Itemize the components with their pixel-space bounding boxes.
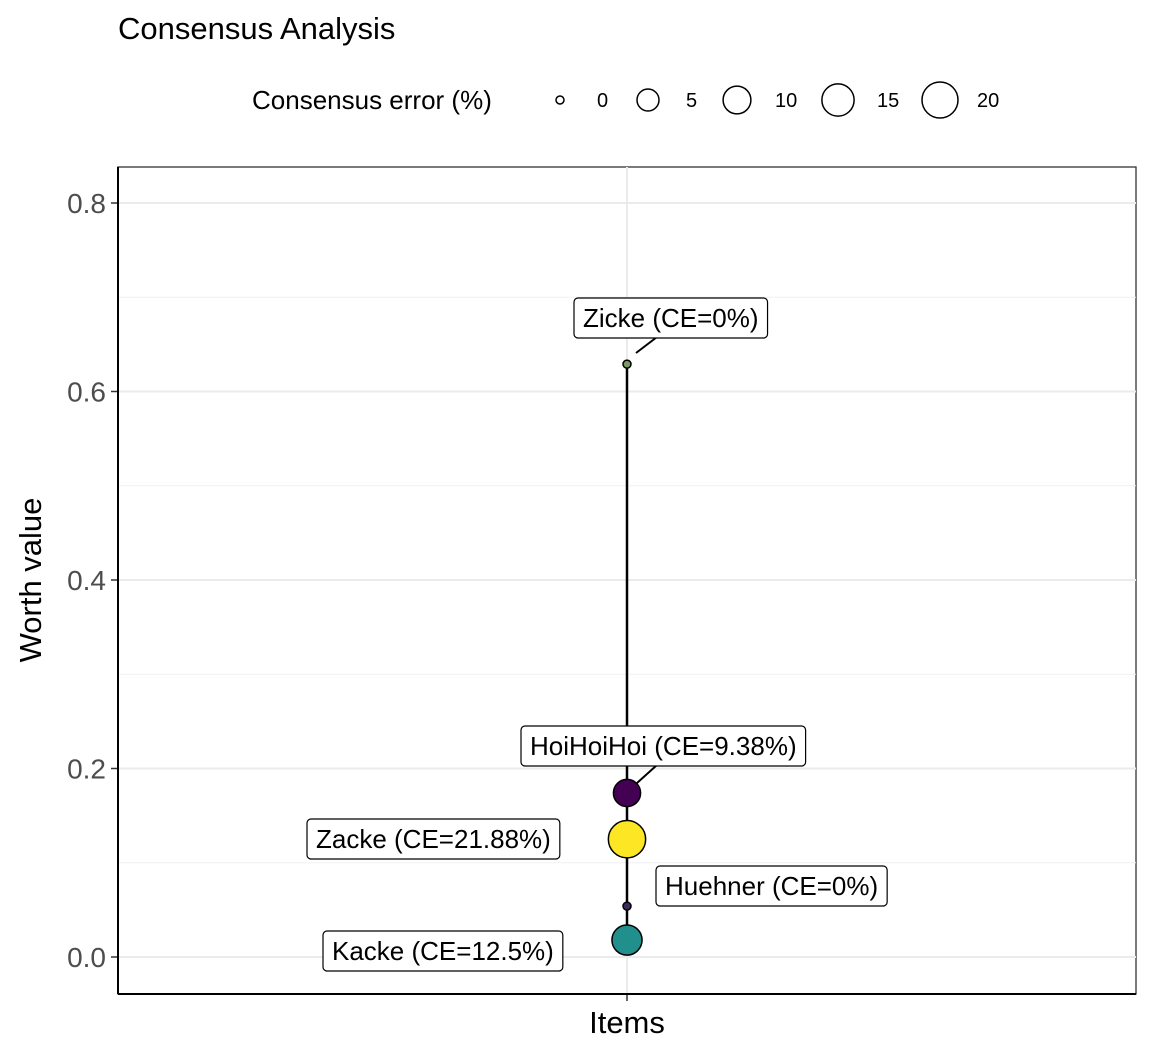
legend-label: 10 [775, 90, 797, 112]
y-tick-label: 0.8 [67, 188, 106, 219]
x-axis-title: Items [589, 1005, 665, 1040]
legend: Consensus error (%) 0 5 10 15 20 [252, 81, 999, 119]
y-axis-title: Worth value [13, 498, 48, 663]
point [612, 778, 642, 808]
chart-title: Consensus Analysis [118, 11, 395, 46]
legend-title: Consensus error (%) [252, 85, 492, 115]
legend-label: 0 [597, 90, 608, 112]
legend-key [921, 81, 959, 119]
y-tick-label: 0.2 [67, 754, 106, 785]
legend-label: 15 [877, 90, 899, 112]
legend-label: 5 [686, 90, 697, 112]
label-box [655, 865, 888, 907]
point [622, 901, 632, 911]
label-text: Zicke (CE=0%) [583, 303, 759, 333]
y-tick-label: 0.4 [67, 565, 106, 596]
y-tick-label: 0.0 [67, 942, 106, 973]
label-text: Huehner (CE=0%) [665, 871, 878, 901]
point-label: Zicke (CE=0%) [573, 297, 769, 339]
label-box [573, 297, 769, 339]
label-text: Zacke (CE=21.88%) [316, 824, 551, 854]
point-labels: Zicke (CE=0%) HoiHoiHoi (CE=9.38%) Zacke (… [306, 297, 888, 972]
point-label: Huehner (CE=0%) [655, 865, 888, 907]
point-label: Zacke (CE=21.88%) [306, 818, 561, 860]
y-tick-label: 0.6 [67, 377, 106, 408]
label-text: Kacke (CE=12.5%) [332, 936, 554, 966]
legend-key [636, 88, 660, 112]
legend-key [555, 95, 565, 105]
label-box [322, 930, 564, 972]
point-label: Kacke (CE=12.5%) [322, 930, 564, 972]
y-axis: 0.0 0.2 0.4 0.6 0.8 [67, 188, 628, 1001]
point [622, 359, 632, 369]
label-connector [636, 764, 658, 784]
legend-key [722, 85, 752, 115]
label-text: HoiHoiHoi (CE=9.38%) [530, 731, 797, 761]
point [607, 819, 647, 859]
plot-panel: 0.0 0.2 0.4 0.6 0.8 Zicke (CE=0%) HoiHoiHoi (… [67, 166, 1137, 1001]
point-label: HoiHoiHoi (CE=9.38%) [520, 725, 807, 767]
point [611, 924, 643, 956]
marks [607, 359, 647, 956]
label-box [306, 818, 561, 860]
label-connector [635, 336, 658, 354]
legend-key [821, 83, 855, 117]
legend-label: 20 [977, 90, 999, 112]
label-box [520, 725, 807, 767]
